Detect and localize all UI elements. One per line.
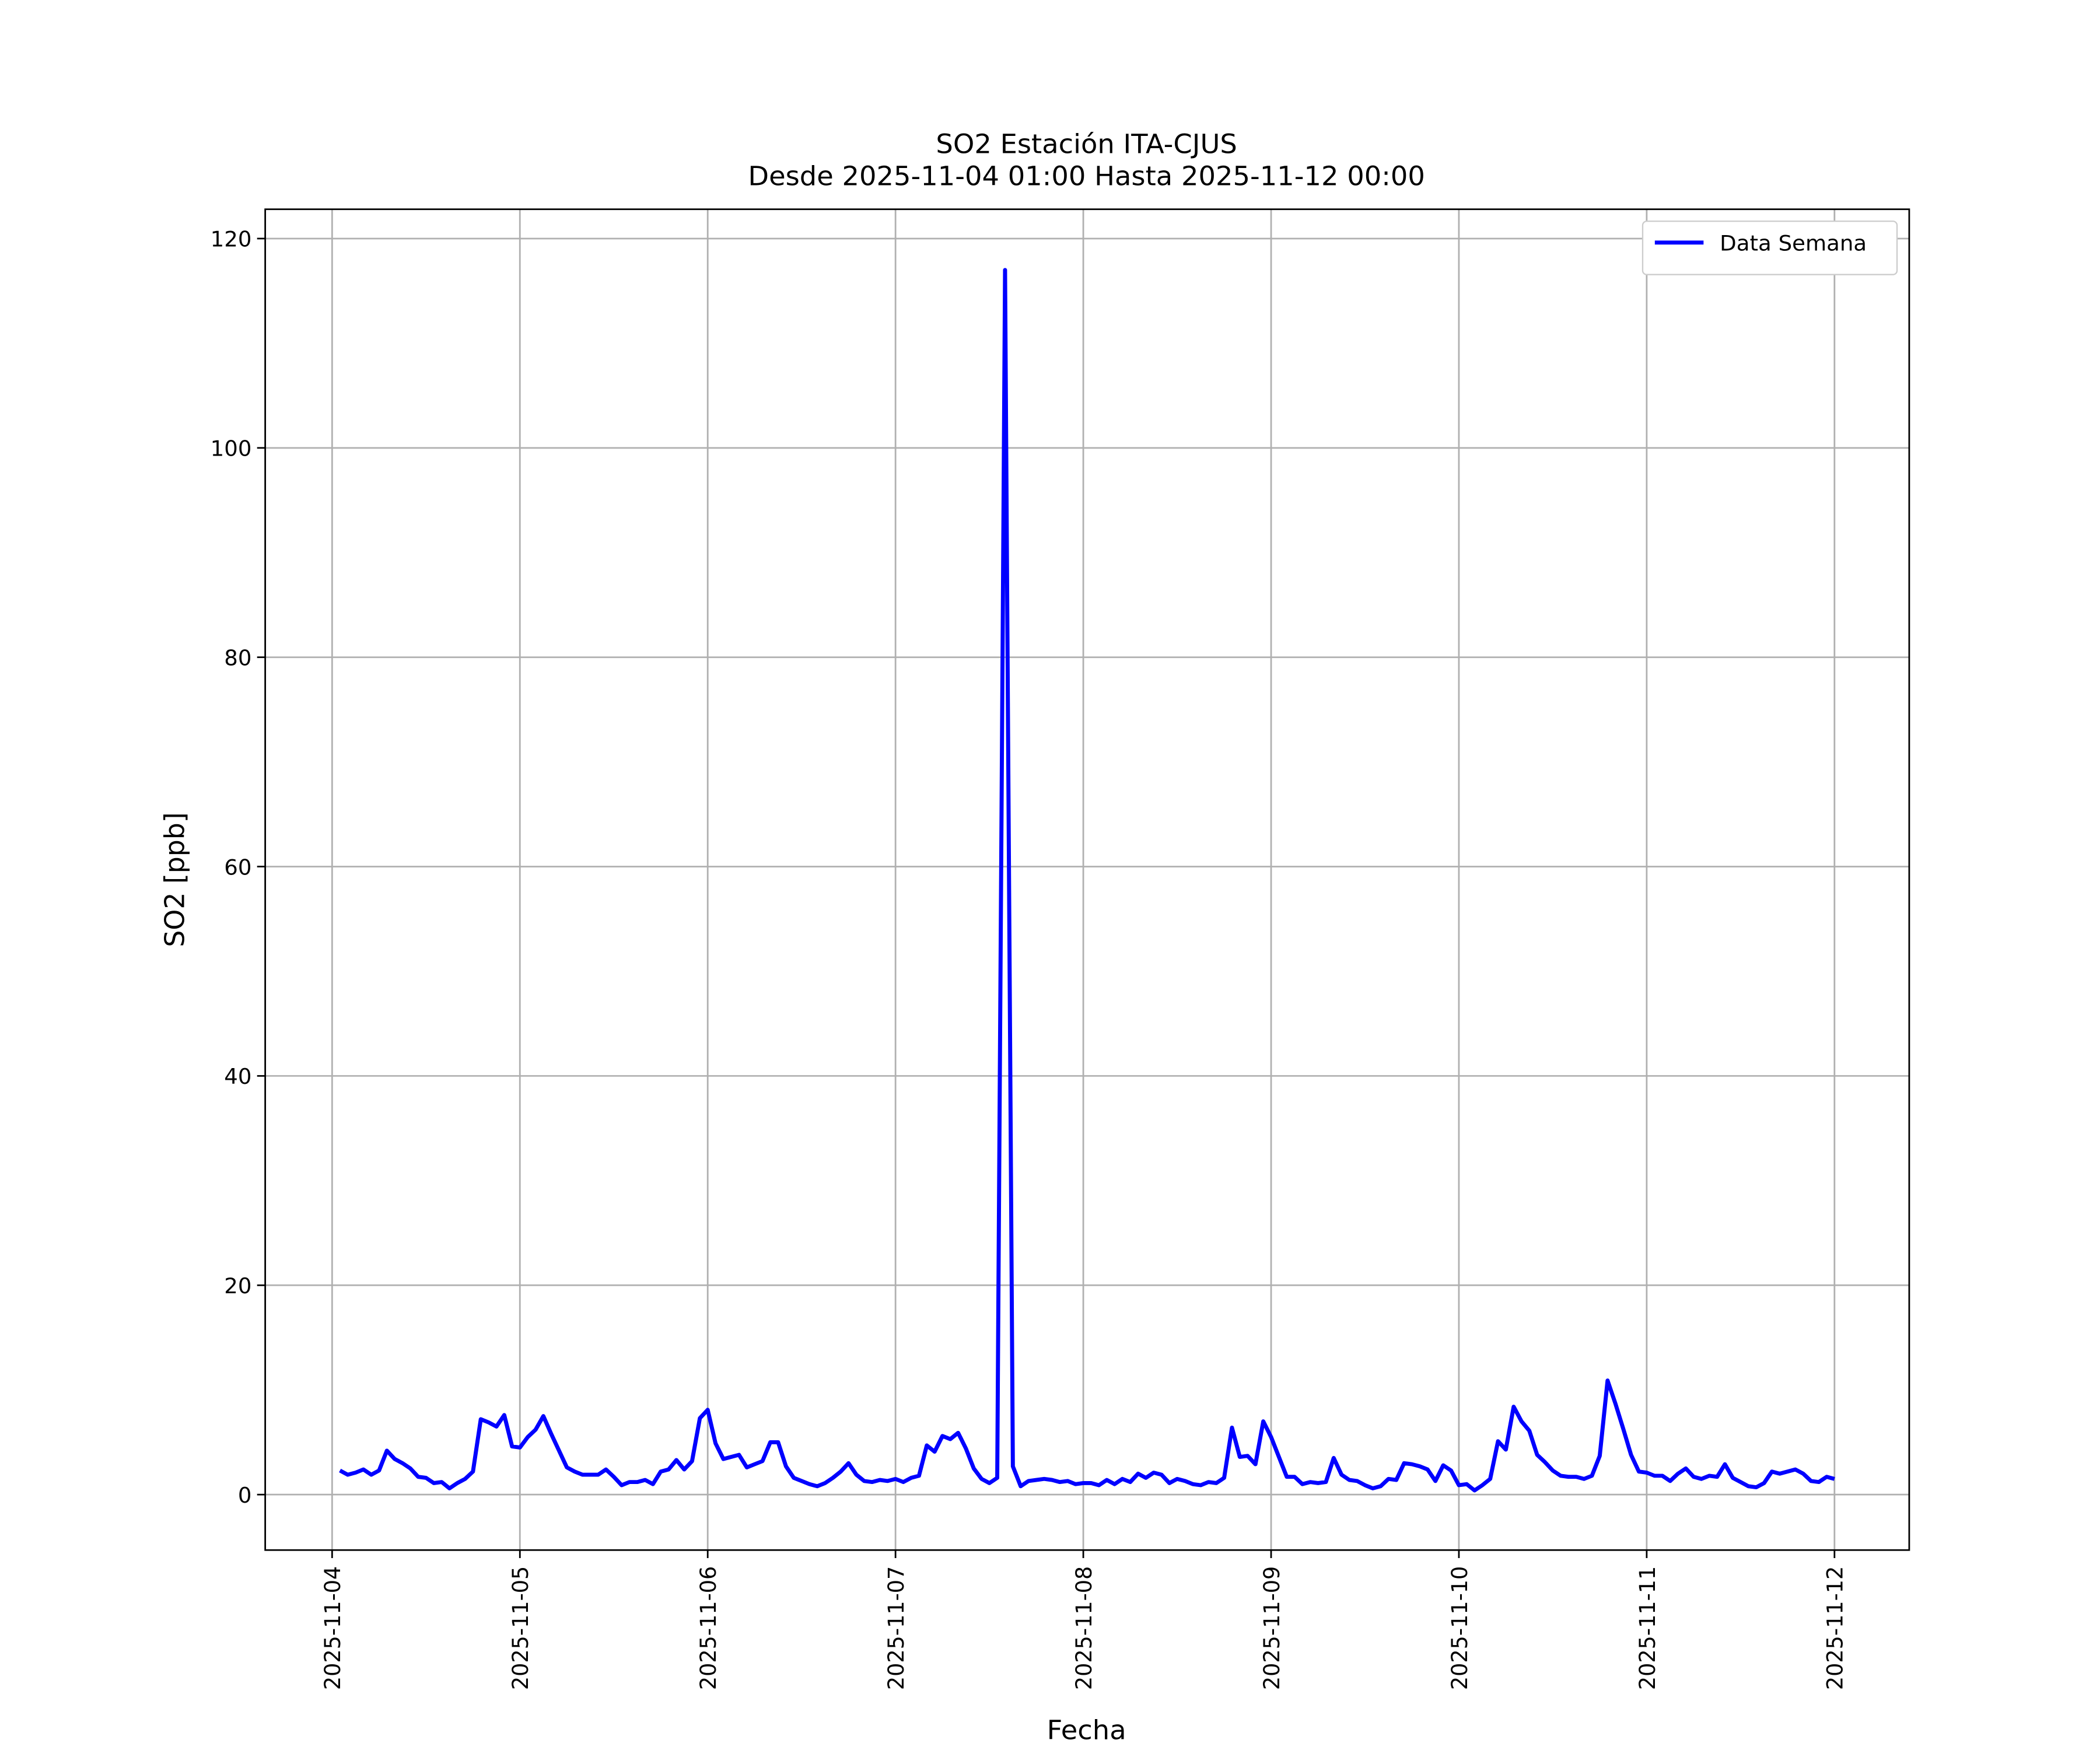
y-tick-label: 0 — [238, 1483, 252, 1508]
y-tick-label: 100 — [211, 436, 252, 461]
chart-title: SO2 Estación ITA-CJUS — [936, 128, 1237, 160]
chart-subtitle: Desde 2025-11-04 01:00 Hasta 2025-11-12 … — [748, 160, 1425, 192]
x-tick-label: 2025-11-11 — [1635, 1566, 1660, 1690]
x-tick-label: 2025-11-05 — [508, 1566, 533, 1690]
y-tick-label: 40 — [224, 1064, 251, 1089]
x-tick-label: 2025-11-04 — [320, 1566, 345, 1690]
x-axis-label: Fecha — [1047, 1714, 1126, 1746]
plot-frame — [264, 208, 1910, 1551]
data-line — [339, 268, 1835, 1493]
legend-box — [1642, 220, 1898, 275]
x-tick-label: 2025-11-07 — [884, 1566, 909, 1690]
y-tick-label: 60 — [224, 855, 251, 880]
legend-label: Data Semana — [1720, 231, 1867, 256]
x-tick-label: 2025-11-12 — [1822, 1566, 1847, 1690]
y-tick-label: 120 — [211, 227, 252, 252]
y-tick-label: 20 — [224, 1273, 251, 1298]
y-axis-label: SO2 [ppb] — [159, 812, 190, 947]
y-tick-label: 80 — [224, 646, 251, 671]
x-tick-label: 2025-11-06 — [696, 1566, 721, 1690]
x-tick-label: 2025-11-09 — [1259, 1566, 1284, 1690]
x-tick-label: 2025-11-10 — [1447, 1566, 1472, 1690]
x-tick-label: 2025-11-08 — [1072, 1566, 1097, 1690]
